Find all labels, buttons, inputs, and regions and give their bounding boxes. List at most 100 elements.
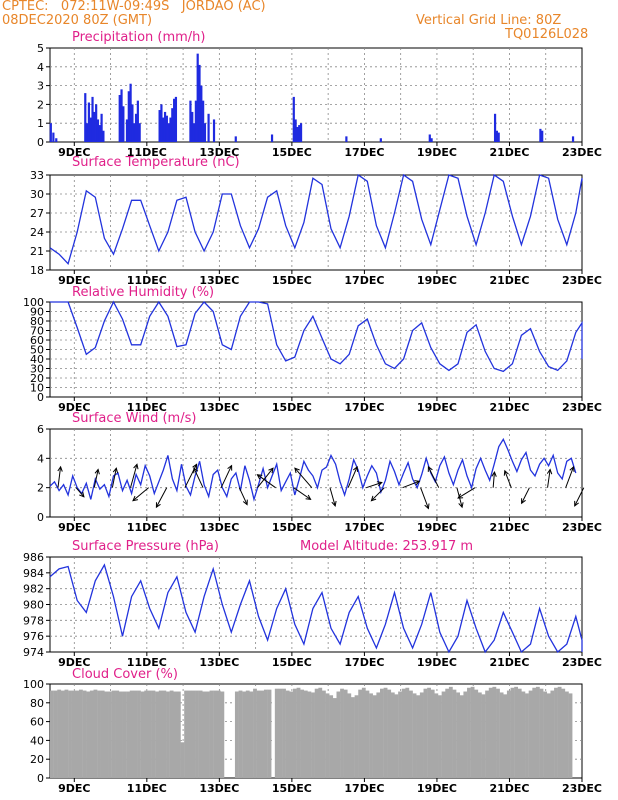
panel-title: Surface Temperature (nC): [72, 155, 240, 170]
cloud-bar: [289, 691, 294, 778]
precip-bar: [118, 95, 121, 142]
precip-bar: [270, 134, 274, 142]
cloud-bar: [64, 689, 69, 778]
x-tick-label: 15DEC: [272, 521, 312, 534]
wind-arrow-head: [305, 494, 312, 501]
y-tick-label: 0: [37, 391, 44, 404]
cloud-bar: [253, 688, 257, 778]
precip-bar: [158, 110, 161, 142]
y-tick-label: 18: [30, 264, 44, 277]
y-tick-label: 976: [23, 630, 44, 643]
wind-arrow-head: [57, 465, 63, 472]
wind-arrow: [402, 480, 420, 489]
precip-bar: [171, 108, 174, 142]
cloud-bar: [209, 690, 214, 778]
wind-arrow: [220, 465, 233, 488]
cloud-bar: [419, 692, 424, 778]
precip-bar: [162, 117, 165, 142]
precip-bar: [98, 125, 101, 142]
cloud-bar: [499, 692, 504, 778]
y-tick-label: 24: [30, 226, 44, 239]
y-tick-label: 33: [30, 169, 44, 182]
panel-title: Cloud Cover (%): [72, 667, 178, 682]
cloud-bar: [459, 695, 464, 778]
panel-1: [46, 47, 583, 146]
wind-arrow-head: [546, 468, 553, 475]
panel-3: [46, 300, 583, 401]
y-tick-label: 6: [37, 423, 44, 436]
cloud-bar: [79, 689, 83, 778]
wind-arrow: [257, 474, 276, 489]
precip-bar: [379, 138, 382, 142]
wind-arrow: [193, 467, 204, 488]
y-tick-label: 80: [30, 315, 44, 328]
cloud-bar: [525, 693, 529, 778]
wind-arrow: [329, 487, 336, 507]
cloud-bar: [274, 688, 279, 778]
cloud-bar: [68, 690, 72, 778]
cloud-bar: [180, 742, 185, 778]
cloud-bar: [158, 690, 163, 778]
x-tick-label: 21DEC: [489, 274, 529, 287]
wind-arrow: [492, 472, 495, 488]
cloud-bar: [557, 686, 562, 778]
wind-arrow: [111, 468, 117, 488]
wind-arrow: [420, 487, 429, 509]
wind-arrow: [130, 464, 138, 488]
y-tick-label: 986: [23, 551, 44, 564]
precip-bar: [84, 93, 87, 142]
x-tick-label: 19DEC: [417, 274, 457, 287]
cloud-bar: [485, 690, 490, 778]
cloud-bar: [57, 689, 62, 778]
cloud-bar: [448, 686, 453, 778]
cloud-bar: [118, 691, 123, 778]
wind-arrow-head: [294, 467, 300, 474]
precip-bar: [165, 115, 168, 142]
wind-arrow-head: [376, 481, 383, 487]
plot-frame: [49, 174, 583, 271]
panel-title: Surface Wind (m/s): [72, 411, 196, 426]
x-tick-label: 15DEC: [272, 146, 312, 159]
x-tick-label: 23DEC: [562, 521, 602, 534]
y-tick-label: 10: [30, 382, 44, 395]
cloud-bar: [441, 691, 446, 778]
x-tick-label: 19DEC: [417, 401, 457, 414]
x-tick-label: 19DEC: [417, 146, 457, 159]
cloud-bar: [434, 693, 439, 778]
cloud-bar: [554, 687, 558, 778]
cloud-bar: [245, 690, 250, 778]
cloud-bar: [383, 687, 388, 778]
cloud-bar: [332, 698, 337, 778]
precip-bar: [134, 113, 138, 142]
precip-bar: [539, 128, 542, 142]
cloud-bar: [340, 688, 344, 778]
cloud-bar: [539, 688, 544, 778]
wind-arrow: [366, 481, 382, 489]
cloud-bar: [97, 690, 101, 778]
x-tick-label: 23DEC: [562, 656, 602, 669]
cloud-bar: [122, 691, 127, 778]
cloud-bar: [234, 691, 239, 778]
wind-arrow-head: [352, 465, 358, 472]
cloud-bar: [242, 691, 247, 778]
cloud-bar: [249, 691, 254, 778]
cloud-bar: [481, 694, 486, 778]
precip-bar: [493, 113, 497, 142]
wind-arrow: [257, 467, 274, 488]
x-tick-label: 21DEC: [489, 146, 529, 159]
cloud-bar: [354, 695, 359, 778]
precip-bar: [93, 111, 96, 142]
wind-arrow-head: [193, 467, 199, 474]
panel-5: [46, 556, 583, 656]
cloud-bar: [452, 689, 457, 778]
y-tick-label: 100: [23, 678, 44, 691]
cloud-bar: [86, 691, 91, 778]
x-tick-label: 17DEC: [344, 521, 384, 534]
precip-bar: [212, 119, 216, 142]
cloud-bar: [263, 689, 268, 778]
wind-arrow: [565, 466, 574, 488]
wind-arrow-head: [424, 503, 430, 510]
cloud-bar: [532, 687, 537, 778]
y-tick-label: 27: [30, 207, 44, 220]
x-tick-label: 9DEC: [58, 782, 90, 795]
